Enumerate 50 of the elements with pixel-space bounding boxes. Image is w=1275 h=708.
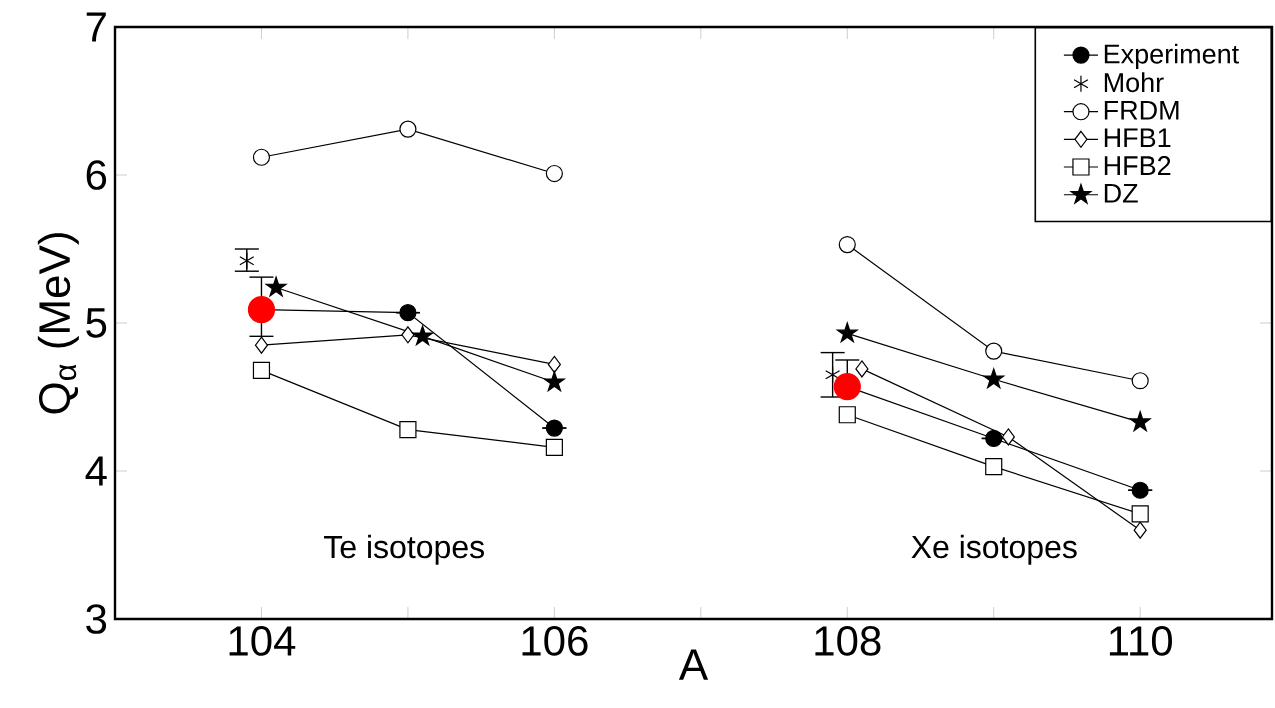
legend-label: Mohr bbox=[1104, 72, 1164, 93]
annotation: Xe isotopes bbox=[911, 534, 1077, 565]
annotation: Te isotopes bbox=[324, 534, 484, 565]
point bbox=[1133, 521, 1147, 539]
point bbox=[985, 342, 1003, 360]
point bbox=[412, 325, 434, 346]
y-tick-label: 3 bbox=[86, 604, 107, 634]
point bbox=[838, 235, 856, 254]
point bbox=[399, 120, 417, 138]
legend-label: HFB1 bbox=[1104, 128, 1171, 148]
point bbox=[838, 406, 856, 424]
point bbox=[983, 368, 1005, 389]
y-tick-label: 4 bbox=[85, 456, 107, 486]
legend-label: Experiment bbox=[1104, 43, 1239, 69]
x-axis-title: A bbox=[678, 649, 709, 680]
point bbox=[985, 457, 1003, 476]
legend-label: HFB2 bbox=[1104, 156, 1171, 175]
y-axis-title: Q$_{α}$ (MeV) bbox=[37, 233, 79, 414]
point bbox=[543, 371, 565, 392]
point bbox=[247, 296, 276, 324]
legend-label: FRDM bbox=[1104, 100, 1179, 120]
point bbox=[252, 361, 271, 379]
point bbox=[1001, 428, 1015, 446]
point bbox=[401, 326, 415, 344]
y-tick-label: 6 bbox=[86, 160, 107, 190]
point bbox=[399, 304, 417, 322]
point bbox=[252, 148, 271, 166]
point bbox=[399, 420, 417, 439]
point bbox=[1131, 372, 1149, 390]
x-tick-label: 106 bbox=[522, 626, 588, 656]
x-tick-label: 108 bbox=[815, 626, 881, 656]
legend-label: DZ bbox=[1104, 183, 1138, 203]
point bbox=[545, 164, 563, 183]
point bbox=[836, 322, 858, 343]
point bbox=[545, 438, 563, 456]
x-tick-label: 104 bbox=[229, 626, 296, 656]
point bbox=[545, 419, 563, 437]
x-tick-label: 110 bbox=[1109, 626, 1173, 656]
y-tick-label: 7 bbox=[86, 12, 106, 42]
point bbox=[1131, 481, 1149, 499]
point bbox=[239, 252, 255, 270]
y-tick-label: 5 bbox=[86, 308, 107, 338]
point bbox=[547, 355, 561, 374]
point bbox=[985, 429, 1003, 448]
point bbox=[1129, 411, 1151, 432]
point bbox=[855, 360, 869, 378]
point bbox=[1131, 505, 1149, 523]
point bbox=[825, 366, 841, 384]
point bbox=[254, 336, 269, 354]
point bbox=[265, 276, 287, 297]
